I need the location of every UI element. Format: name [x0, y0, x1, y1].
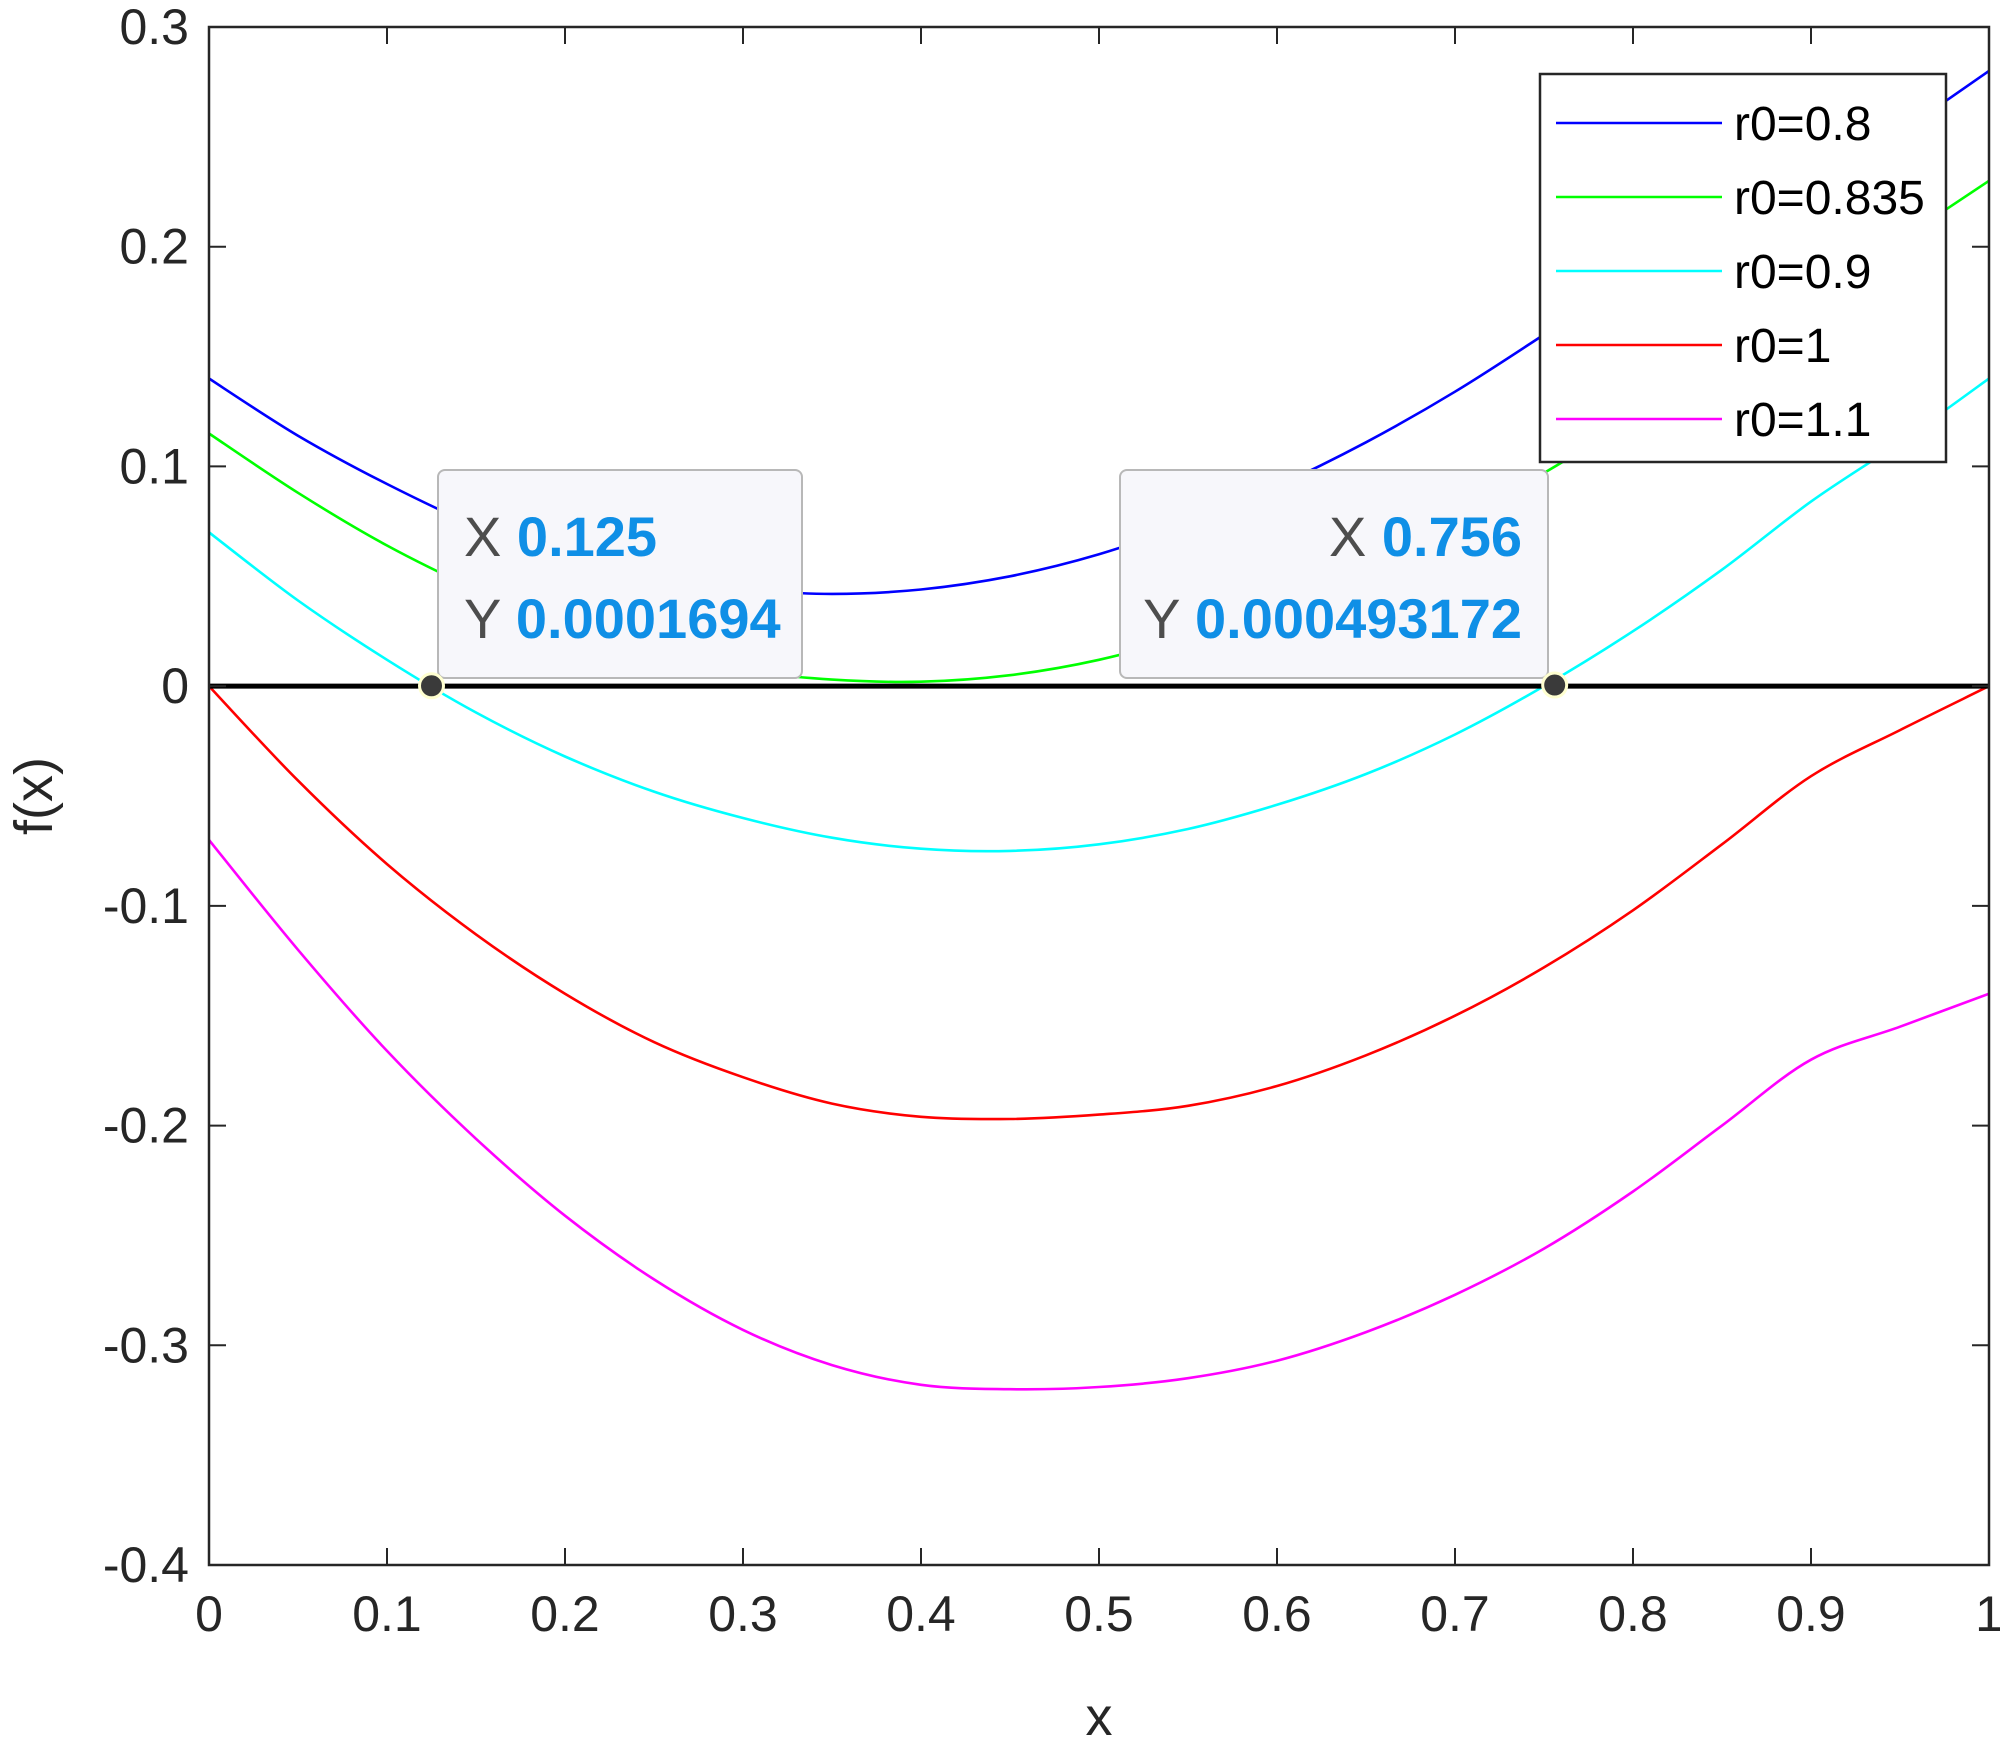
y-axis-label: f(x)	[4, 757, 64, 835]
x-tick-label: 0.6	[1242, 1586, 1312, 1642]
y-tick-label: 0.1	[119, 438, 189, 494]
x-tick-label: 0.8	[1598, 1586, 1668, 1642]
y-tick-label: -0.2	[103, 1098, 189, 1154]
datatip-row: X 0.125	[464, 505, 657, 568]
x-tick-label: 0.1	[352, 1586, 422, 1642]
datatip-row: Y 0.000493172	[1143, 587, 1522, 650]
datatip-box	[437, 469, 803, 679]
series-line-4	[209, 684, 1989, 1121]
y-tick-label: 0.2	[119, 219, 189, 275]
x-tick-label: 0.5	[1064, 1586, 1134, 1642]
datatip-value: 0.756	[1382, 505, 1522, 568]
legend-entry-4: r0=1	[1734, 320, 1831, 373]
datatip-value: 0.0001694	[516, 587, 781, 650]
series-line-5	[209, 839, 1989, 1391]
x-tick-label: 0.9	[1776, 1586, 1846, 1642]
datatip-2: X 0.756 Y 0.000493172	[1119, 469, 1569, 699]
datatip-key: Y	[464, 587, 516, 650]
y-tick-label: -0.1	[103, 878, 189, 934]
legend: r0=0.8 r0=0.835 r0=0.9 r0=1 r0=1.1	[1538, 72, 1948, 464]
y-tick-label: -0.4	[103, 1537, 189, 1593]
x-axis-label: x	[1086, 1687, 1113, 1741]
x-tick-label: 0.7	[1420, 1586, 1490, 1642]
datatip-key: X	[1329, 505, 1382, 568]
series-line-3	[209, 377, 1989, 853]
legend-entry-1: r0=0.8	[1734, 98, 1871, 151]
datatip-key: X	[464, 505, 517, 568]
datatip-box	[1119, 469, 1549, 679]
datatip-value: 0.125	[517, 505, 657, 568]
x-tick-label: 0.2	[530, 1586, 600, 1642]
datatip-row: Y 0.0001694	[464, 587, 781, 650]
axes: 0 0.1 0.2 0.3 0.4 0.5 0.6 0.7 0.8 0.9 10.30.20.10-…	[103, 0, 2000, 1642]
x-tick-label: 0	[195, 1586, 223, 1642]
datatip-marker	[418, 672, 445, 700]
x-tick-label: 1	[1975, 1586, 2000, 1642]
y-tick-label: 0.3	[119, 0, 189, 55]
x-tick-label: 0.3	[708, 1586, 778, 1642]
legend-entry-5: r0=1.1	[1734, 394, 1871, 447]
legend-box	[1538, 72, 1948, 464]
datatip-key: Y	[1143, 587, 1195, 650]
y-tick-label: 0	[161, 658, 189, 714]
x-tick-label: 0.4	[886, 1586, 956, 1642]
datatip-value: 0.000493172	[1195, 587, 1522, 650]
datatip-marker	[1541, 671, 1569, 699]
y-tick-label: -0.3	[103, 1317, 189, 1373]
legend-entry-2: r0=0.835	[1734, 172, 1925, 225]
datatip-row: X 0.756	[1329, 505, 1522, 568]
legend-entry-3: r0=0.9	[1734, 246, 1871, 299]
